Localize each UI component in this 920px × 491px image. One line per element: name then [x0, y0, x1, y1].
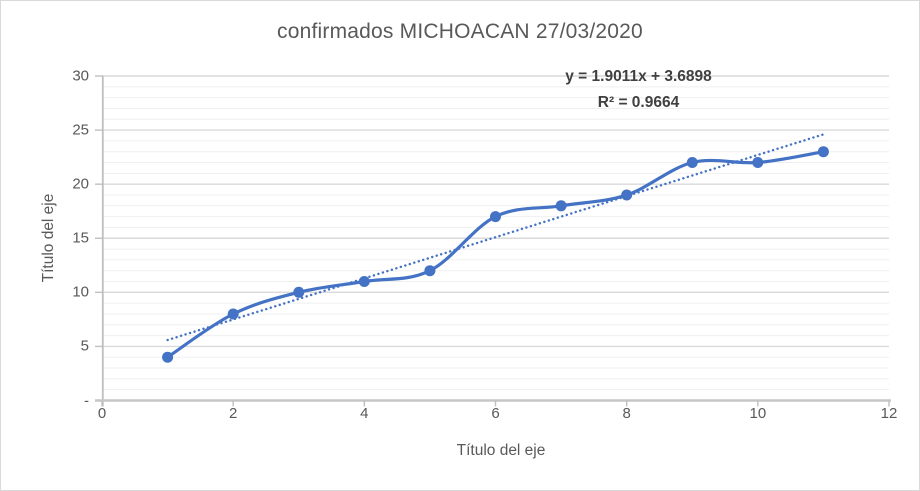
- data-point-marker: [686, 157, 698, 168]
- data-point-marker: [293, 286, 305, 298]
- trendline-label[interactable]: y = 1.9011x + 3.6898 R² = 0.9664: [496, 64, 781, 116]
- x-tick-label: 10: [749, 405, 767, 422]
- y-tick-label: 10: [72, 283, 89, 301]
- data-point-marker: [621, 189, 633, 201]
- y-tick-label: 5: [80, 337, 89, 355]
- y-tick-label: 30: [72, 67, 89, 85]
- x-axis-title[interactable]: Título del eje: [456, 442, 546, 459]
- x-tick-label: 12: [880, 405, 898, 422]
- data-point-marker: [162, 351, 174, 363]
- x-tick-label: 4: [360, 405, 369, 422]
- data-series-line: [166, 150, 825, 359]
- data-point-marker: [227, 308, 239, 320]
- chart-title[interactable]: confirmados MICHOACAN 27/03/2020: [277, 20, 643, 43]
- data-point-marker: [424, 265, 436, 277]
- data-point-marker: [817, 146, 829, 158]
- y-tick-label: -: [84, 392, 89, 409]
- y-tick-label: 25: [72, 121, 89, 139]
- x-tick-label: 6: [491, 405, 500, 422]
- x-tick-label: 2: [228, 405, 238, 422]
- data-point-marker: [358, 276, 370, 287]
- x-tick-label: 8: [622, 405, 631, 422]
- x-tick-label: 0: [97, 405, 107, 422]
- trendline-r-squared: R² = 0.9664: [597, 94, 680, 111]
- trendline-equation: y = 1.9011x + 3.6898: [565, 68, 712, 85]
- y-tick-label: 15: [72, 229, 89, 247]
- data-point-marker: [490, 211, 501, 223]
- data-point-marker: [555, 200, 567, 212]
- y-tick-label: 20: [72, 175, 89, 193]
- trendline: [166, 133, 825, 342]
- data-point-marker: [752, 157, 764, 168]
